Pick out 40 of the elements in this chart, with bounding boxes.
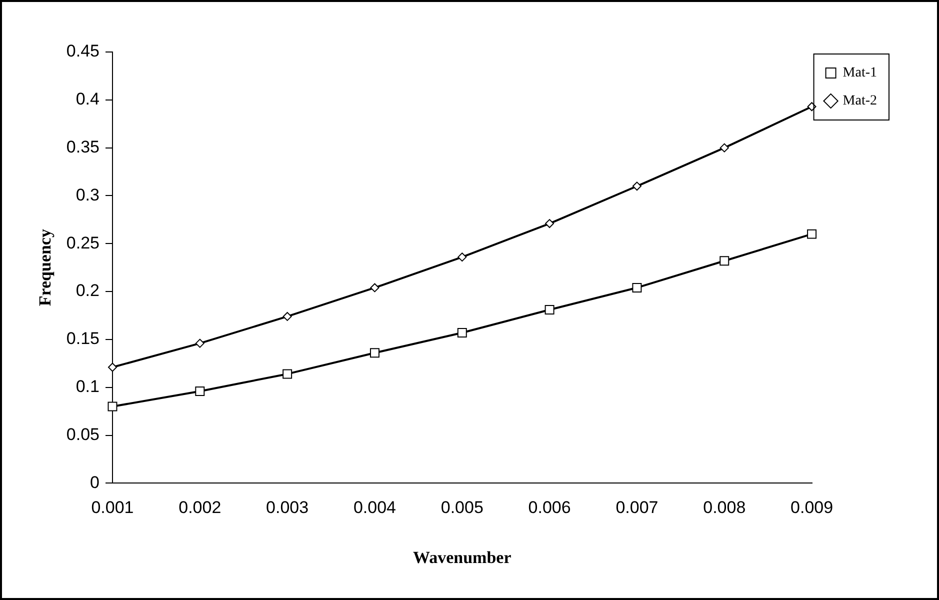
point — [457, 328, 467, 338]
y-tick-label: 0.3 — [76, 185, 100, 204]
y-tick-label: 0.1 — [76, 377, 100, 396]
x-tick-label: 0.006 — [528, 498, 571, 518]
x-tick-label: 0.007 — [616, 498, 658, 518]
point — [544, 305, 554, 315]
point — [195, 386, 205, 396]
point — [195, 338, 204, 348]
x-tick-label: 0.004 — [353, 498, 396, 518]
y-tick-label: 0.05 — [66, 424, 100, 444]
point — [720, 143, 729, 152]
y-tick-label: 0.25 — [66, 233, 100, 252]
point — [282, 312, 292, 321]
y-tick-label: 0.35 — [66, 138, 100, 157]
point — [458, 252, 467, 262]
point — [282, 369, 292, 379]
legend-label: Mat-1 — [842, 66, 878, 81]
y-tick-label: 0.45 — [66, 42, 100, 61]
point — [632, 282, 642, 292]
x-axis-title: Wavenumber — [413, 548, 512, 568]
x-tick-label: 0.005 — [440, 498, 484, 518]
x-tick-label: 0.009 — [790, 498, 834, 518]
point — [370, 348, 380, 358]
x-tick-label: 0.002 — [178, 498, 222, 518]
y-axis-title: Frequency — [36, 228, 55, 306]
y-tick-label: 0.4 — [76, 90, 100, 109]
y-tick-label: 0.2 — [76, 281, 100, 300]
y-tick-label: 0.15 — [66, 329, 100, 348]
point — [632, 182, 642, 191]
x-tick-label: 0.001 — [91, 498, 134, 518]
point — [720, 256, 730, 266]
x-tick-label: 0.003 — [266, 498, 309, 518]
point — [807, 229, 817, 239]
point — [108, 402, 118, 412]
y-tick-label: 0 — [90, 472, 100, 492]
x-tick-label: 0.008 — [703, 498, 746, 518]
point — [370, 283, 380, 292]
point — [545, 219, 554, 228]
point — [108, 362, 117, 372]
legend-label: Mat-2 — [842, 94, 878, 109]
